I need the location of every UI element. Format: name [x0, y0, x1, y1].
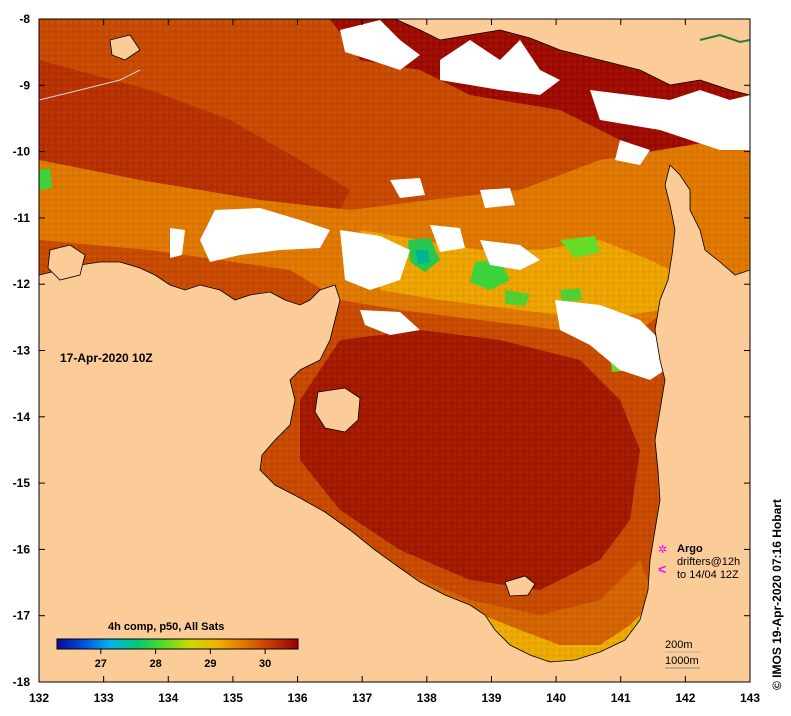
drifter-icon: < [658, 561, 666, 577]
longitude-axis: 132 133 134 135 136 137 138 139 140 141 142 143 [29, 19, 760, 705]
drifter-range: to 14/04 12Z [677, 569, 739, 581]
lat-tick-label: -15 [13, 476, 31, 490]
legend: ✲ Argo < drifters@12h to 14/04 12Z 200m … [658, 543, 740, 669]
lat-tick-label: -16 [13, 542, 31, 556]
lat-tick-label: -17 [13, 609, 31, 623]
sst-cool-pockets [39, 168, 632, 372]
lat-tick-label: -13 [13, 344, 31, 358]
lat-tick-label: -18 [13, 675, 31, 689]
contour-1000m-label: 1000m [665, 655, 699, 667]
lat-tick-label: -10 [13, 145, 31, 159]
timestamp-label: 17-Apr-2020 10Z [60, 351, 153, 365]
lon-tick-label: 142 [675, 691, 695, 705]
land-australia [39, 164, 750, 682]
credit-text: © IMOS 19-Apr-2020 07:16 Hobart [770, 499, 784, 690]
contour-200m-label: 200m [665, 639, 693, 651]
lon-tick-label: 134 [158, 691, 178, 705]
colorbar-title: 4h comp, p50, All Sats [108, 621, 224, 633]
land-west-island [47, 244, 86, 281]
land-groote-eylandt [314, 387, 361, 433]
lat-tick-label: -11 [13, 211, 30, 225]
land-mornington [504, 575, 536, 597]
lon-tick-label: 139 [481, 691, 501, 705]
lon-tick-label: 136 [288, 691, 308, 705]
latitude-axis: -8 -9 -10 -11 -12 -13 -14 -15 -16 -17 -18 [13, 12, 750, 689]
contour-200m [39, 69, 141, 101]
lon-tick-label: 138 [417, 691, 437, 705]
cloud-mask [170, 20, 750, 380]
lat-tick-label: -14 [13, 410, 31, 424]
colorbar: 4h comp, p50, All Sats 27 28 29 30 [56, 621, 299, 670]
argo-label: Argo [677, 543, 703, 555]
colorbar-tick-label: 29 [204, 658, 216, 670]
colorbar-tick-label: 30 [259, 658, 271, 670]
lon-tick-label: 140 [546, 691, 566, 705]
argo-icon: ✲ [658, 544, 667, 556]
landmass [39, 19, 750, 682]
lon-tick-label: 135 [223, 691, 243, 705]
lon-tick-label: 143 [740, 691, 760, 705]
lon-tick-label: 141 [611, 691, 631, 705]
lon-tick-label: 132 [29, 691, 49, 705]
colorbar-tick-label: 27 [95, 658, 107, 670]
lon-tick-label: 137 [352, 691, 372, 705]
land-new-guinea [394, 19, 750, 96]
lon-tick-label: 133 [94, 691, 114, 705]
colorbar-tick-label: 28 [149, 658, 161, 670]
lat-tick-label: -9 [19, 78, 30, 92]
drifter-label: drifters@12h [677, 556, 740, 568]
lat-tick-label: -8 [19, 12, 30, 26]
lat-tick-label: -12 [13, 277, 31, 291]
river-line [699, 33, 750, 44]
colorbar-gradient [56, 638, 299, 650]
